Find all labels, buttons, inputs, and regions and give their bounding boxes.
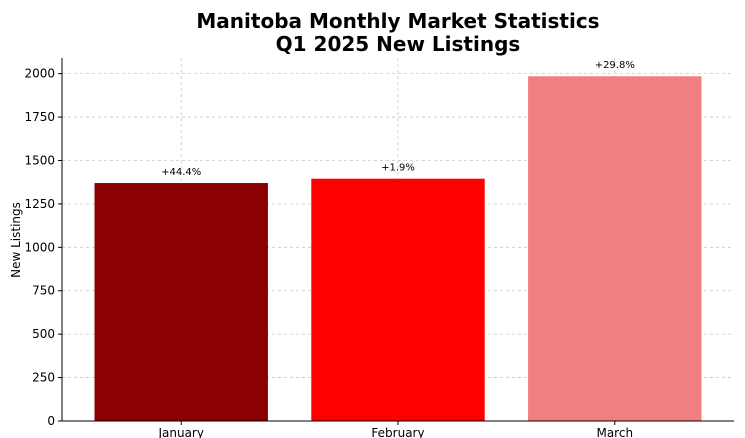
data-label-march: +29.8% [595,60,635,71]
x-tick-label-march: March [596,426,633,438]
y-tick-label: 250 [32,371,55,385]
y-tick-label: 0 [47,414,55,428]
chart-title-line-2: Q1 2025 New Listings [276,32,521,56]
x-tick-label-january: January [157,426,204,438]
axes: 0 250 500 750 1000 1250 1500 1750 2000 January Feb… [24,58,734,438]
data-labels: +44.4% +1.9% +29.8% [161,60,635,178]
chart-title-line-1: Manitoba Monthly Market Statistics [196,9,599,33]
y-tick-label: 1500 [24,153,55,167]
data-label-february: +1.9% [381,163,415,174]
y-tick-label: 750 [32,284,55,298]
data-label-january: +44.4% [161,167,201,178]
y-axis-label: New Listings [9,202,23,278]
y-tick-label: 2000 [24,67,55,81]
y-tick-label: 1000 [24,240,55,254]
bar-march [528,76,702,421]
y-tick-label: 1750 [24,110,55,124]
bars [94,76,702,421]
chart-title: Manitoba Monthly Market Statistics Q1 20… [196,9,599,56]
y-tick-label: 1250 [24,197,55,211]
bar-january [94,183,268,421]
x-tick-label-february: February [371,426,424,438]
bar-february [311,178,485,421]
y-tick-label: 500 [32,327,55,341]
